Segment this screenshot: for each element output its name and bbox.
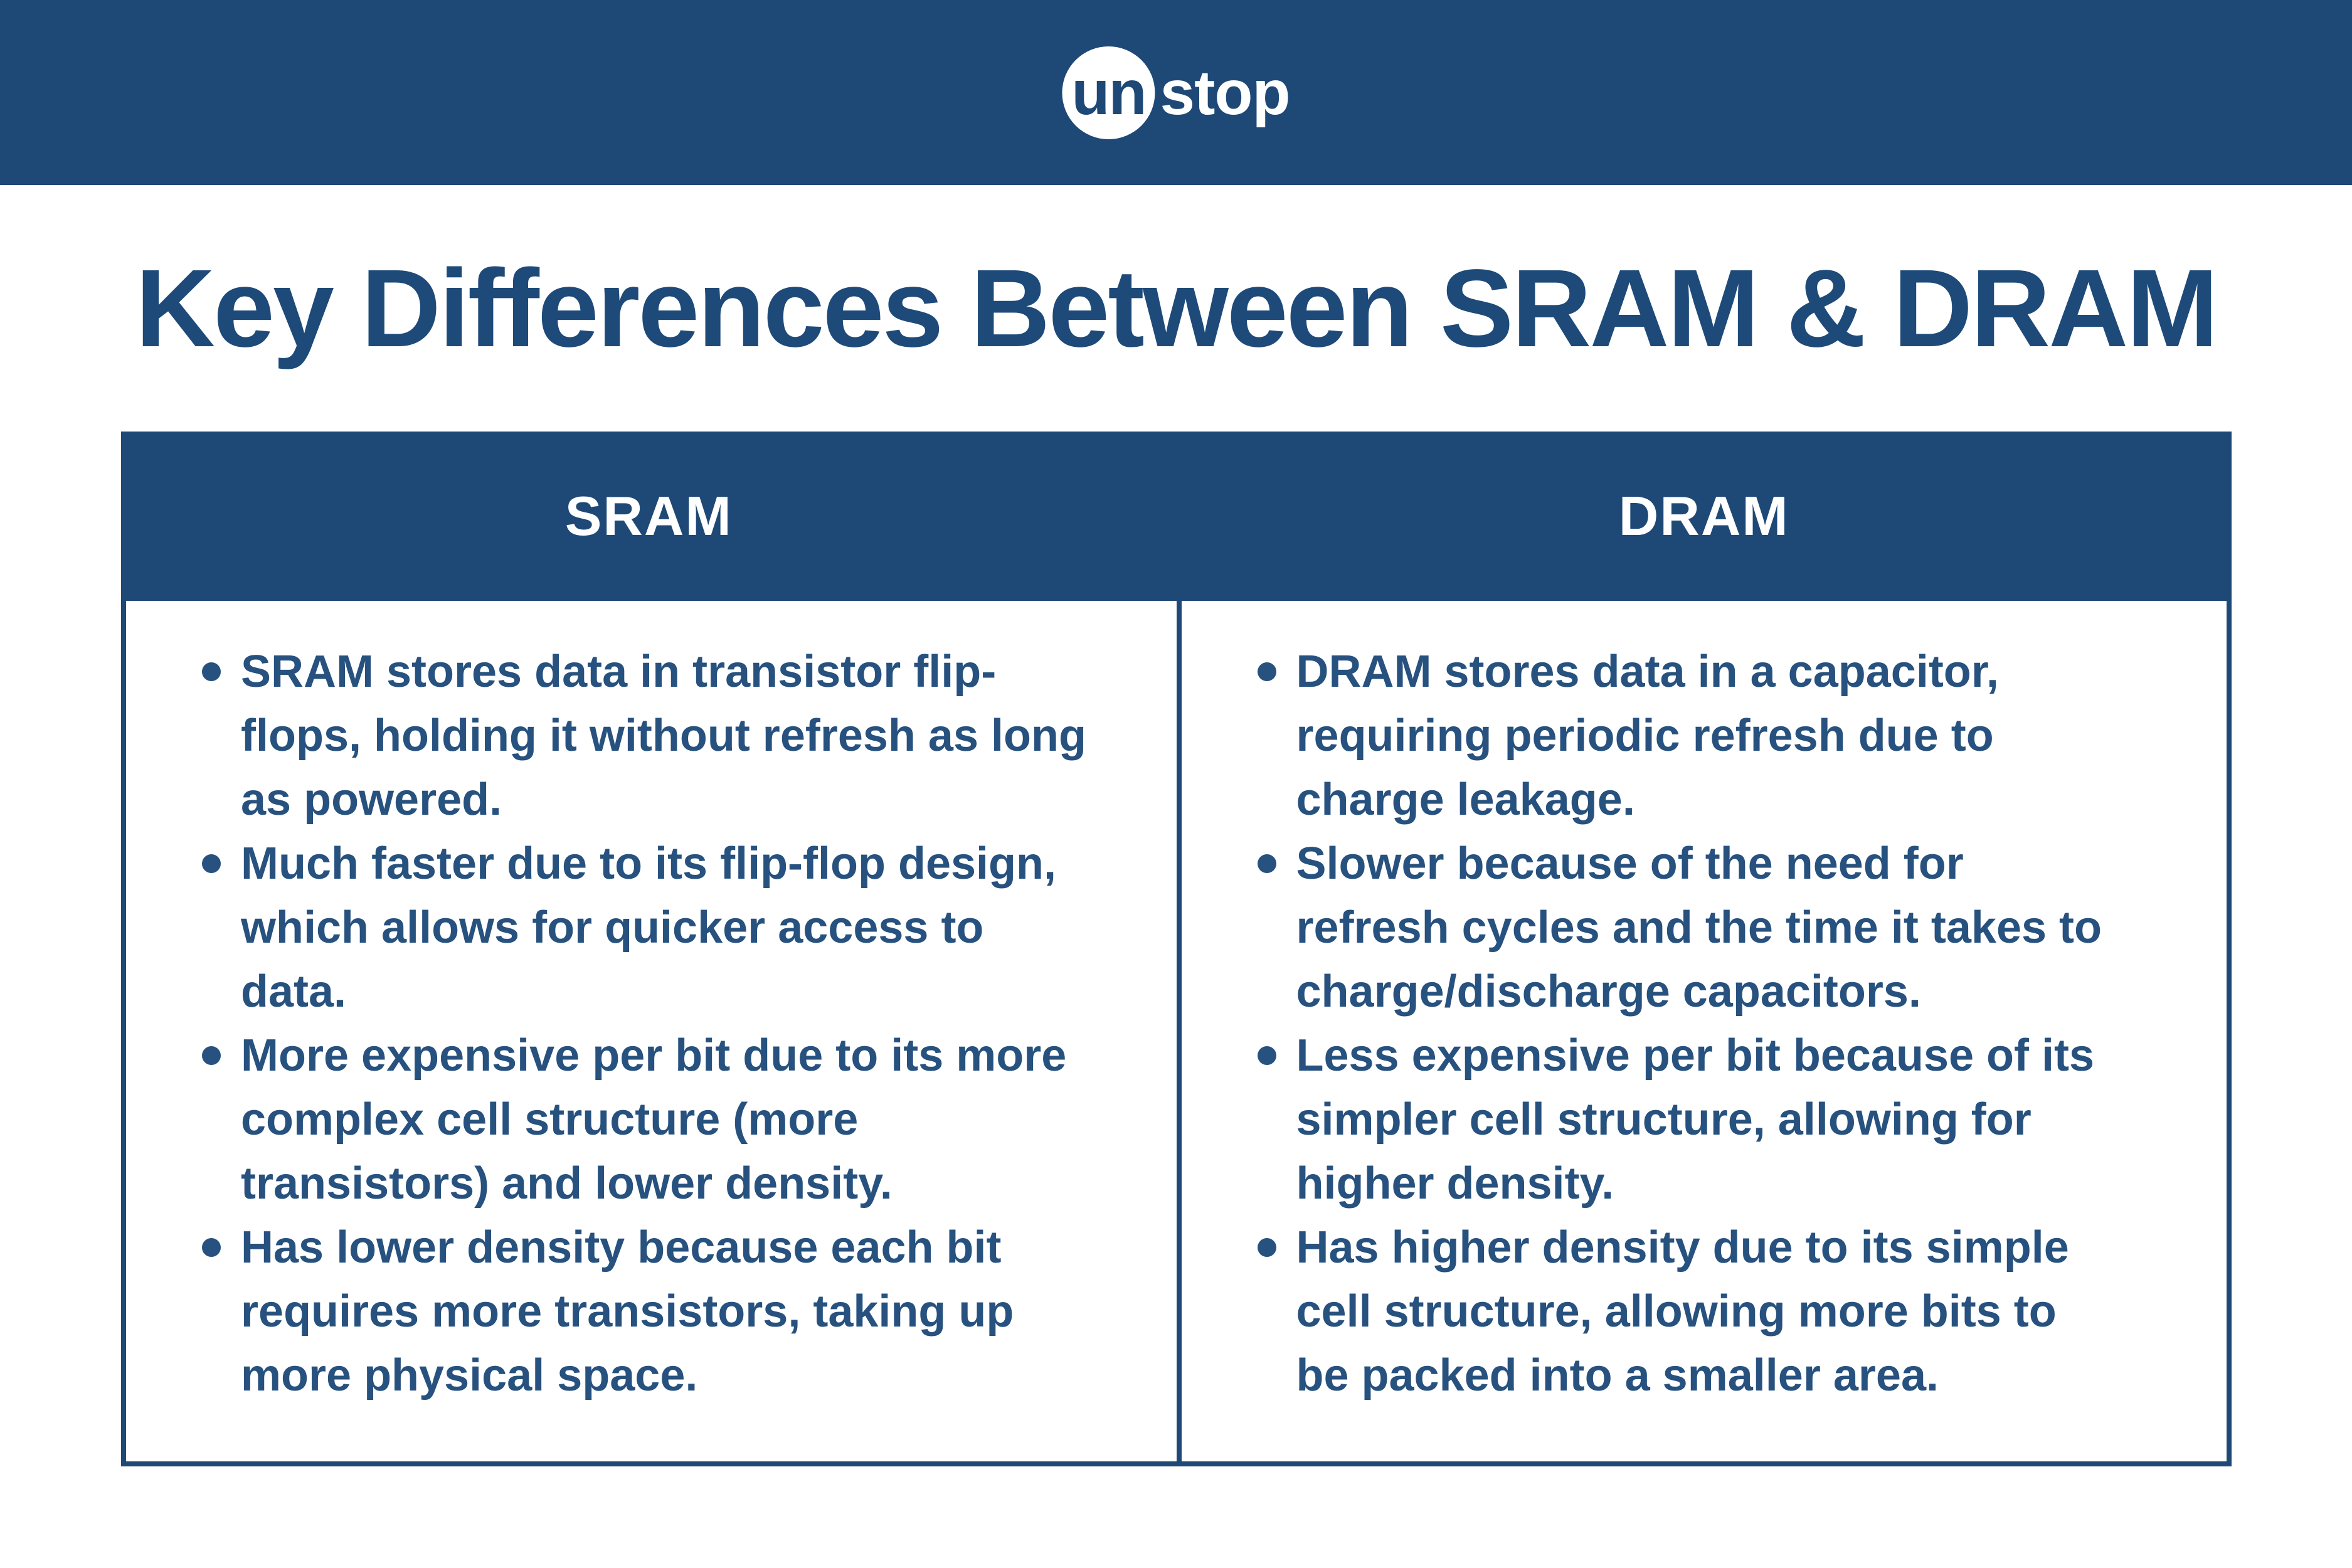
list-item: DRAM stores data in a capacitor, requiri…	[1254, 640, 2118, 832]
table-header-row: SRAM DRAM	[121, 432, 2232, 601]
table-body: SRAM stores data in transistor flip-flop…	[121, 601, 2232, 1466]
dram-bullet-list: DRAM stores data in a capacitor, requiri…	[1254, 640, 2202, 1407]
list-item: Less expensive per bit because of its si…	[1254, 1024, 2118, 1216]
unstop-logo: un stop	[1062, 46, 1291, 139]
list-item: More expensive per bit due to its more c…	[198, 1024, 1097, 1216]
table-header-dram: DRAM	[1618, 485, 1789, 547]
list-item: Slower because of the need for refresh c…	[1254, 832, 2118, 1024]
logo-text-stop: stop	[1160, 57, 1290, 128]
sram-bullet-list: SRAM stores data in transistor flip-flop…	[198, 640, 1152, 1407]
page-title: Key Differences Between SRAM & DRAM	[135, 247, 2218, 370]
sram-column: SRAM stores data in transistor flip-flop…	[126, 601, 1177, 1461]
list-item: Much faster due to its flip-flop design,…	[198, 832, 1097, 1024]
top-banner: un stop	[0, 0, 2352, 185]
list-item: Has higher density due to its simple cel…	[1254, 1216, 2118, 1407]
list-item: Has lower density because each bit requi…	[198, 1216, 1097, 1407]
dram-column: DRAM stores data in a capacitor, requiri…	[1176, 601, 2227, 1461]
comparison-table: SRAM DRAM SRAM stores data in transistor…	[121, 432, 2232, 1466]
logo-text-un: un	[1071, 57, 1147, 128]
table-header-sram: SRAM	[564, 485, 733, 547]
logo-circle-icon: un	[1062, 46, 1155, 139]
list-item: SRAM stores data in transistor flip-flop…	[198, 640, 1097, 832]
